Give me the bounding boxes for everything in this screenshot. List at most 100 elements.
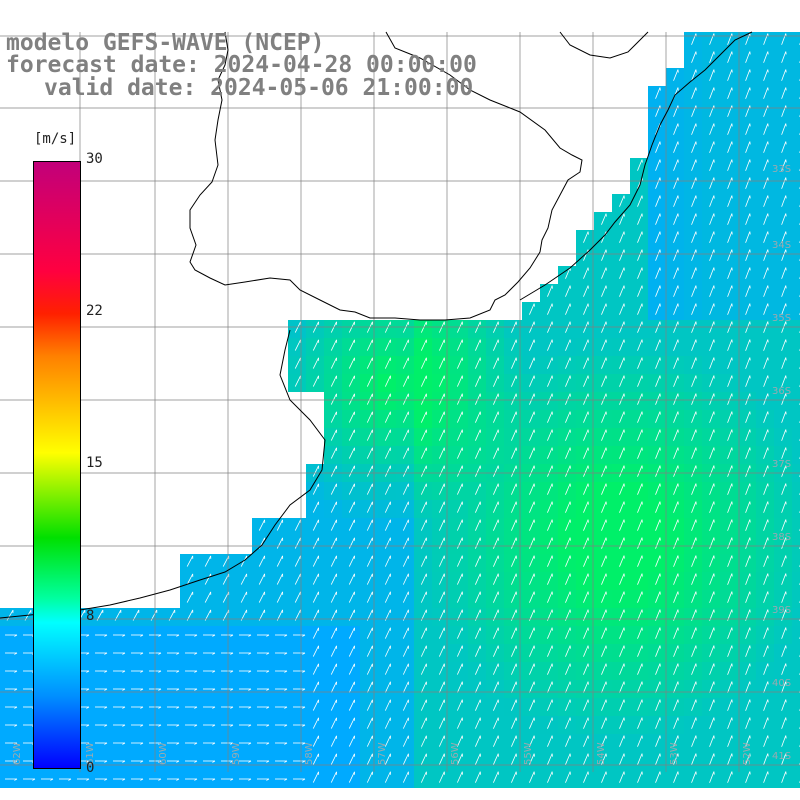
wind-arrow — [673, 69, 679, 81]
wind-arrow — [619, 681, 625, 693]
wind-arrow — [276, 555, 283, 567]
wind-arrow — [402, 627, 409, 639]
wind-arrow — [420, 699, 427, 711]
wind-arrow — [565, 339, 571, 351]
wind-arrow-head — [122, 724, 126, 727]
wind-arrow — [456, 771, 463, 783]
wind-arrow — [619, 573, 625, 585]
wind-arrow — [745, 105, 751, 117]
wind-arrow — [763, 645, 769, 657]
wind-arrow — [673, 105, 679, 117]
wind-arrow-head — [266, 778, 270, 781]
wind-arrow-head — [86, 724, 90, 727]
wind-arrow — [474, 339, 481, 351]
wind-arrow — [366, 627, 373, 639]
wind-arrow-head — [284, 634, 288, 637]
wind-arrow — [547, 465, 553, 477]
wind-arrow — [763, 141, 769, 153]
wind-arrow-head — [302, 634, 306, 637]
wind-arrow — [745, 195, 751, 207]
wind-arrow-head — [14, 742, 18, 745]
wind-arrow-head — [302, 778, 306, 781]
wind-arrow — [384, 645, 391, 657]
wind-arrow — [691, 645, 697, 657]
wind-arrow — [456, 537, 463, 549]
wind-arrow — [673, 429, 679, 441]
wind-arrow-head — [266, 670, 270, 673]
wind-arrow — [763, 375, 769, 387]
wind-arrow — [637, 267, 643, 279]
wind-arrow — [565, 465, 571, 477]
wind-arrow — [330, 645, 337, 657]
field-cell — [792, 734, 800, 752]
field-cell — [792, 338, 800, 356]
field-cell — [792, 158, 800, 176]
wind-arrow — [511, 411, 517, 423]
wind-arrow-head — [86, 670, 90, 673]
wind-arrow — [258, 555, 265, 567]
wind-arrow — [601, 213, 607, 225]
wind-arrow — [276, 573, 283, 585]
wind-arrow — [547, 591, 553, 603]
wind-arrow — [601, 411, 607, 423]
field-cell — [792, 302, 800, 320]
wind-arrow — [781, 645, 787, 657]
wind-arrow — [565, 375, 571, 387]
wind-arrow — [655, 753, 661, 765]
wind-arrow — [330, 447, 337, 459]
wind-arrow — [763, 231, 769, 243]
wind-arrow — [511, 537, 517, 549]
wind-arrow-head — [248, 652, 252, 655]
wind-arrow — [258, 591, 265, 603]
wind-arrow — [384, 753, 391, 765]
wind-arrow — [691, 213, 697, 225]
wind-arrow — [348, 591, 355, 603]
field-cell — [792, 140, 800, 158]
wind-arrow — [727, 177, 733, 189]
wind-arrow — [511, 645, 517, 657]
wind-arrow — [420, 735, 427, 747]
colorbar-unit: [m/s] — [34, 131, 77, 147]
wind-arrow — [727, 735, 733, 747]
lat-label: 35S — [772, 313, 791, 324]
wind-arrow — [637, 717, 643, 729]
field-cell — [792, 284, 800, 302]
wind-arrow — [493, 447, 499, 459]
wind-arrow — [673, 393, 679, 405]
wind-arrow — [420, 429, 427, 441]
wind-arrow — [619, 339, 625, 351]
wind-arrow-head — [248, 724, 252, 727]
wind-arrow — [565, 393, 571, 405]
wind-arrow-head — [194, 760, 198, 763]
wind-arrow — [763, 69, 769, 81]
wind-arrow — [727, 645, 733, 657]
wind-arrow-head — [248, 670, 252, 673]
wind-arrow — [438, 627, 445, 639]
wind-arrow — [366, 537, 373, 549]
wind-arrow — [366, 591, 373, 603]
wind-arrow — [348, 429, 355, 441]
wind-arrow — [727, 33, 733, 45]
wind-arrow-head — [302, 670, 306, 673]
wind-arrow — [456, 411, 463, 423]
wind-arrow — [493, 375, 499, 387]
wind-arrow-head — [86, 634, 90, 637]
wind-arrow — [420, 393, 427, 405]
wind-arrow — [763, 627, 769, 639]
wind-arrow — [673, 753, 679, 765]
wind-arrow — [619, 627, 625, 639]
wind-arrow-head — [266, 634, 270, 637]
wind-arrow — [384, 663, 391, 675]
wind-arrow — [781, 357, 787, 369]
wind-arrow — [601, 339, 607, 351]
wind-arrow — [402, 699, 409, 711]
wind-arrow-head — [158, 688, 162, 691]
lon-label: 62W — [12, 742, 23, 765]
wind-arrow — [619, 717, 625, 729]
wind-arrow — [781, 69, 787, 81]
wind-arrow — [258, 573, 265, 585]
wind-arrow — [781, 501, 787, 513]
wind-arrow — [565, 645, 571, 657]
wind-arrow-head — [122, 688, 126, 691]
wind-arrow — [366, 663, 373, 675]
